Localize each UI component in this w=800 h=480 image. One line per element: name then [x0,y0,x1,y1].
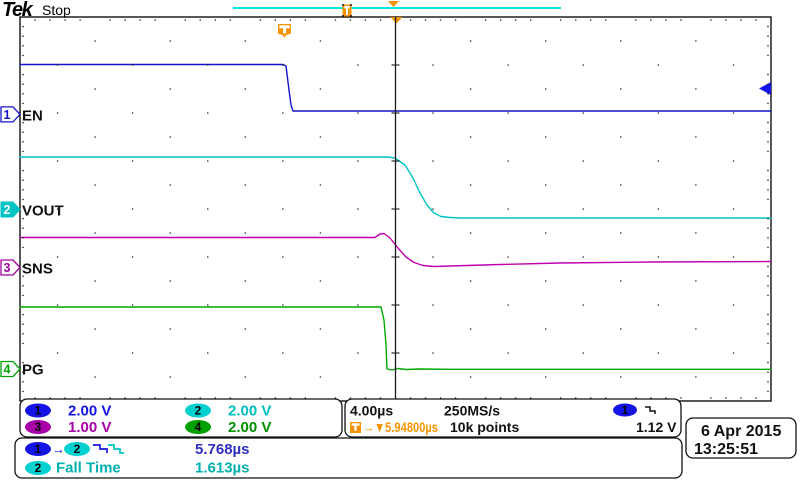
svg-text:→: → [52,442,65,457]
svg-text:1: 1 [622,405,629,417]
svg-text:6 Apr 2015: 6 Apr 2015 [701,423,781,440]
svg-text:4.00µs: 4.00µs [350,403,393,419]
svg-text:10k points: 10k points [450,419,519,435]
svg-text:1: 1 [35,404,42,418]
svg-text:5.768µs: 5.768µs [195,441,250,458]
svg-text:2: 2 [195,404,202,418]
svg-text:2: 2 [74,442,81,456]
svg-text:2.00 V: 2.00 V [228,403,271,420]
svg-text:3: 3 [35,420,42,434]
svg-text:1.613µs: 1.613µs [195,460,250,477]
svg-text:Fall Time: Fall Time [56,460,121,477]
svg-text:13:25:51: 13:25:51 [694,441,758,458]
svg-text:1.12 V: 1.12 V [636,419,677,435]
svg-text:2.00 V: 2.00 V [68,403,111,420]
svg-text:1.00 V: 1.00 V [68,419,111,436]
svg-text:2: 2 [35,461,42,475]
svg-text:→▼5.94800µs: →▼5.94800µs [363,419,438,435]
svg-text:250MS/s: 250MS/s [444,403,500,419]
svg-text:1: 1 [35,442,42,456]
svg-text:2.00 V: 2.00 V [228,419,271,436]
svg-text:4: 4 [195,420,202,434]
